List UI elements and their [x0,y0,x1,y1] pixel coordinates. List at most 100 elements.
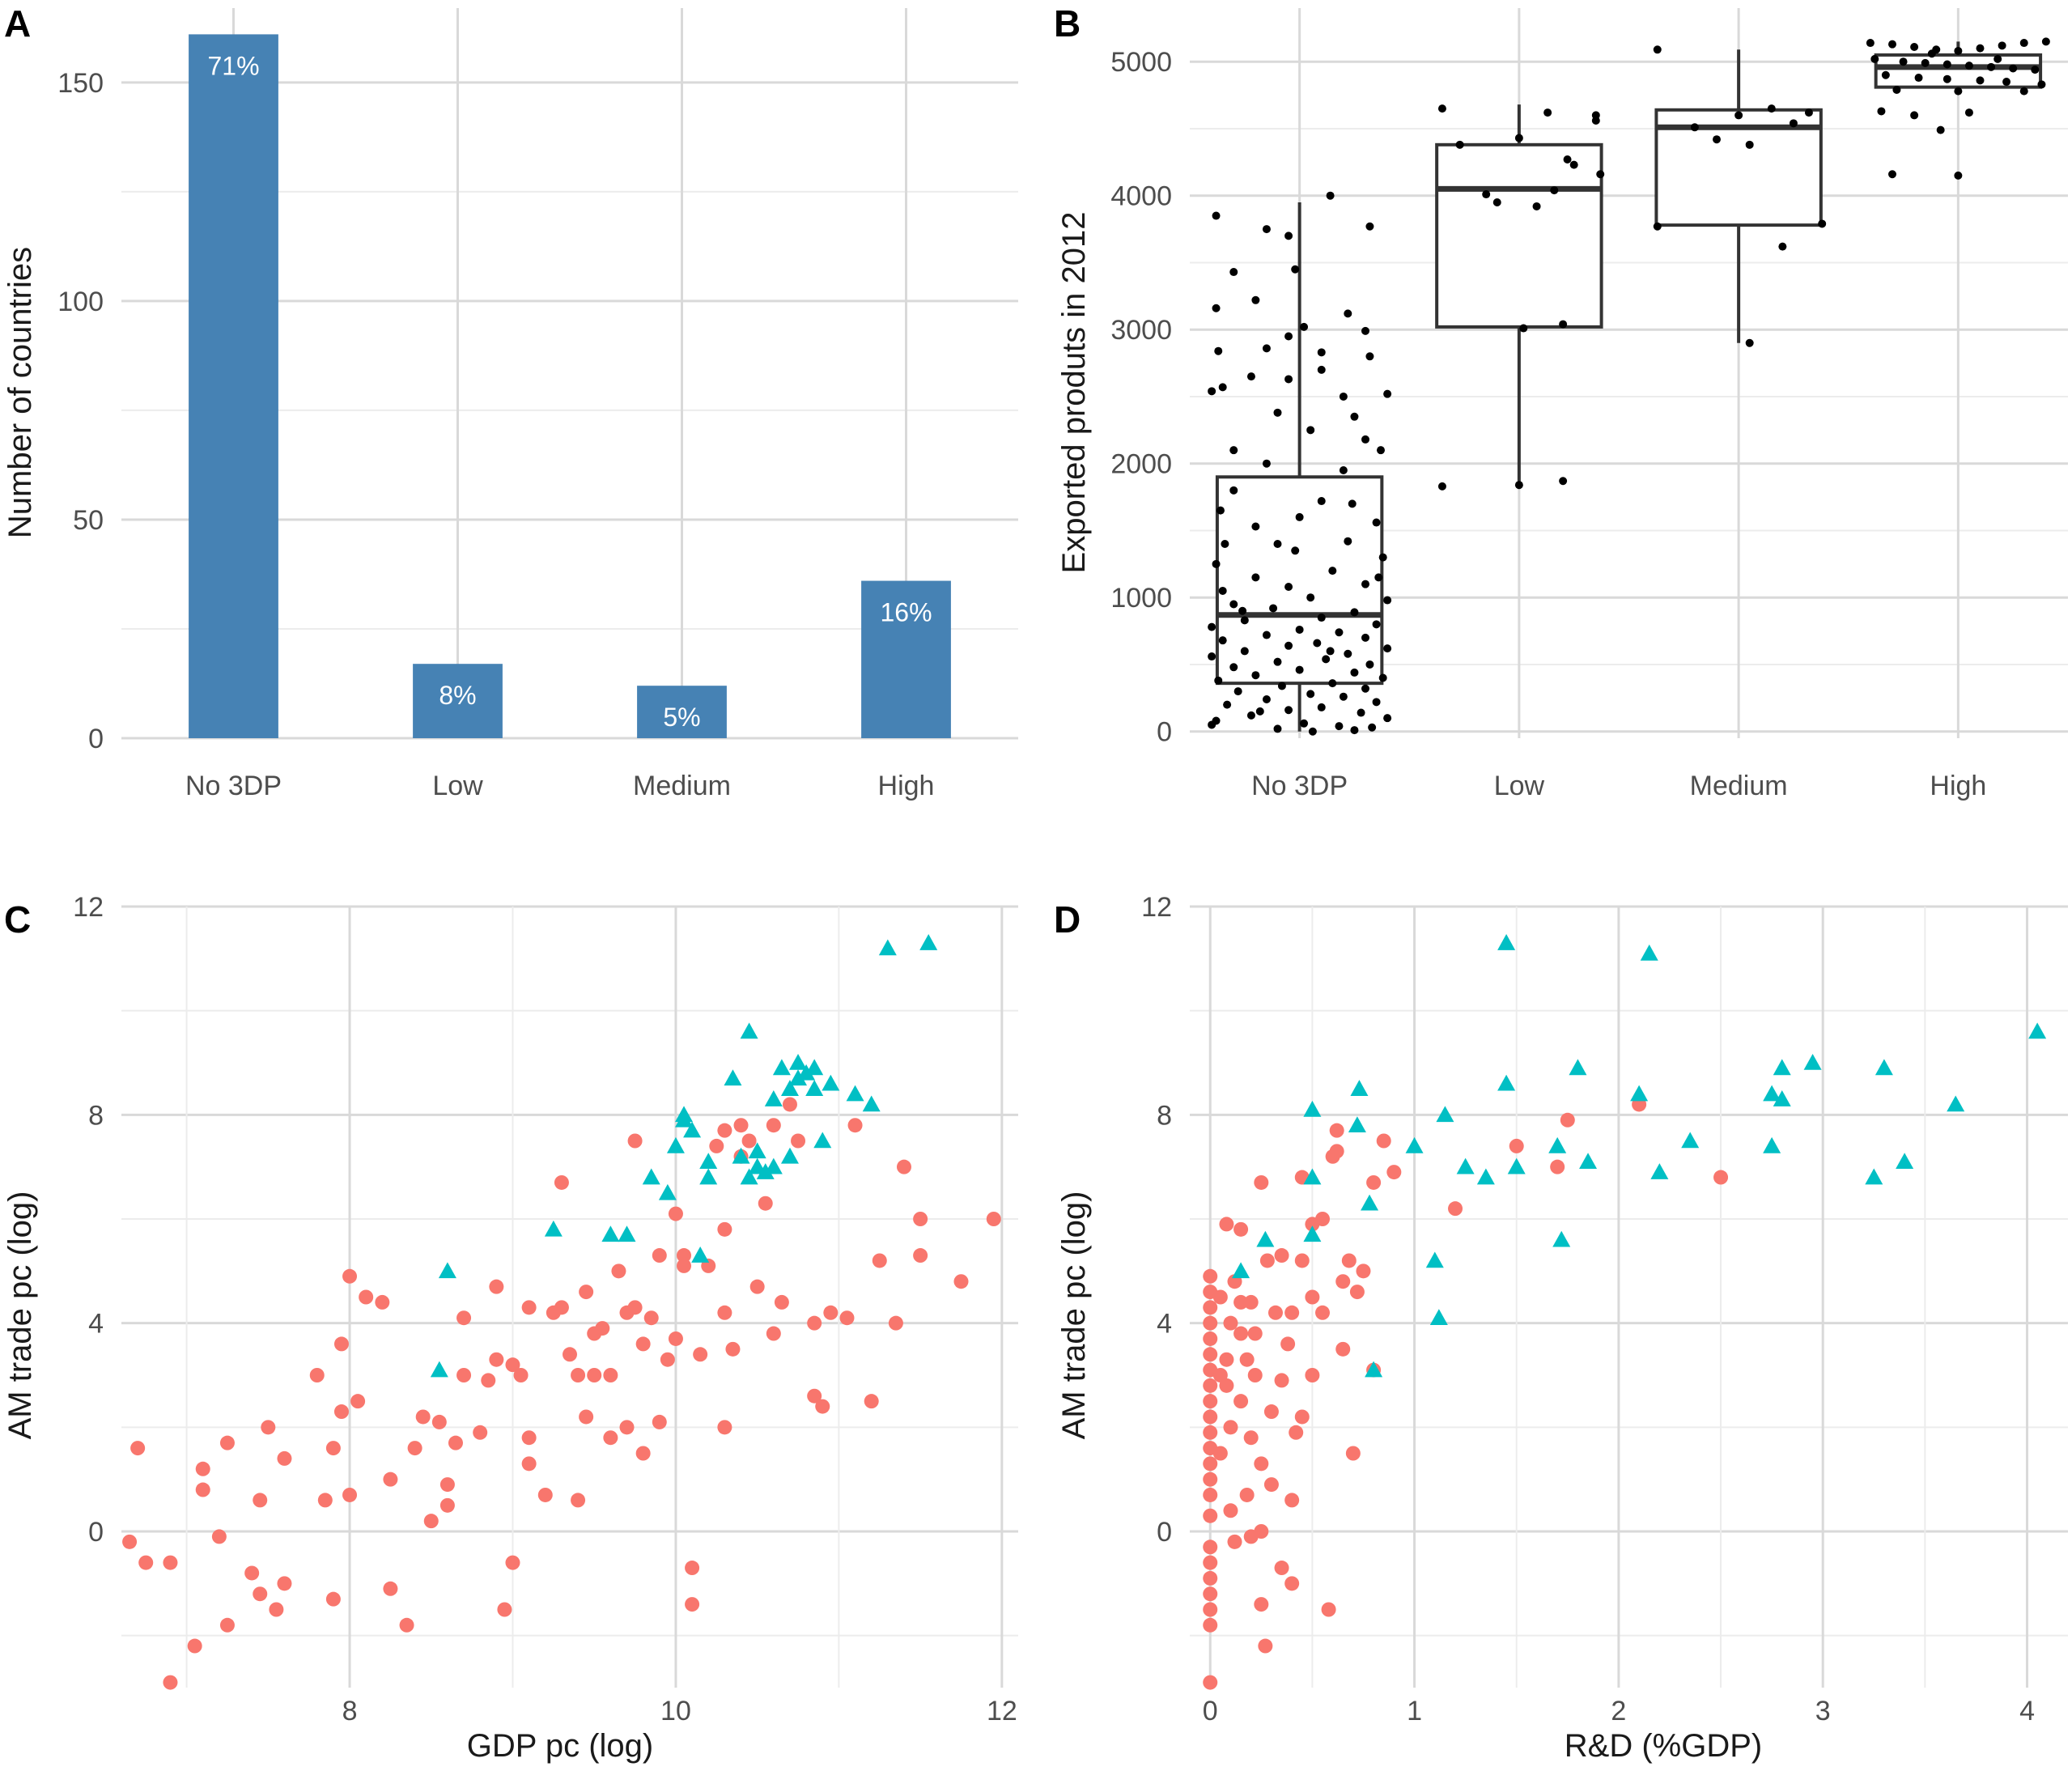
scatter-point-circle [888,1315,903,1331]
scatter-point-circle [1203,1425,1218,1440]
jitter-point [1993,54,2002,63]
scatter-point-circle [1274,1561,1289,1576]
scatter-point-circle [1203,1508,1218,1523]
scatter-point-circle [807,1315,822,1331]
y-tick-label: 12 [73,892,104,923]
scatter-point-triangle [544,1220,563,1237]
x-tick-label: 2 [1611,1696,1626,1726]
jitter-point [2041,37,2050,46]
scatter-point-circle [1203,1487,1218,1502]
panel-b-tick-labels: 0 1000 2000 3000 4000 5000 No 3DP Low Medium High [1110,47,1986,801]
jitter-point [1365,352,1374,361]
scatter-point-circle [1274,1248,1289,1263]
jitter-point [1251,671,1260,680]
scatter-point-circle [652,1414,667,1429]
scatter-point-triangle [1303,1225,1322,1242]
scatter-point-circle [195,1461,210,1476]
y-tick-label: 4 [1157,1309,1172,1340]
scatter-point-circle [1289,1425,1304,1440]
panel-b-y-axis-title: Exported produts in 2012 [1056,212,1092,574]
scatter-point-circle [244,1565,260,1581]
scatter-point-triangle [2028,1022,2047,1039]
scatter-point-triangle [683,1121,702,1138]
scatter-point-circle [277,1450,292,1466]
scatter-point-circle [1376,1133,1391,1149]
jitter-point [1804,108,1813,117]
scatter-point-circle [1203,1602,1218,1617]
y-tick-label: 4 [88,1309,104,1340]
x-tick-label: 12 [987,1696,1017,1726]
scatter-point-circle [595,1321,610,1336]
panel-b-tag: B [1054,2,1081,45]
scatter-point-circle [1233,1326,1249,1341]
scatter-point-circle [383,1581,398,1596]
scatter-point-circle [563,1347,577,1362]
scatter-point-circle [521,1300,537,1315]
jitter-point [1976,76,1985,85]
scatter-point-triangle [1232,1262,1250,1279]
scatter-point-triangle [846,1085,864,1102]
scatter-point-circle [1247,1368,1263,1382]
scatter-point-circle [1284,1576,1300,1591]
scatter-point-triangle [1361,1194,1379,1211]
jitter-point [1374,573,1383,582]
scatter-point-triangle [813,1132,832,1149]
scatter-point-circle [1254,1456,1269,1472]
jitter-point [1284,641,1293,650]
jitter-point [1308,727,1317,736]
jitter-point [1372,518,1381,527]
scatter-point-circle [1274,1373,1289,1388]
x-tick-label: 8 [342,1696,358,1726]
x-tick-label: 3 [1815,1696,1831,1726]
scatter-point-circle [1203,1586,1218,1602]
jitter-point [1976,44,1985,53]
scatter-point-triangle [797,1064,816,1081]
scatter-point-circle [741,1133,757,1149]
scatter-point-circle [1219,1378,1234,1393]
scatter-point-circle [652,1248,667,1263]
bar-medium [637,686,727,738]
scatter-point-circle [489,1352,504,1367]
scatter-point-triangle [1803,1054,1822,1070]
scatter-point-circle [1349,1285,1365,1300]
y-tick-label: 0 [1157,717,1172,748]
scatter-point-triangle [1350,1080,1369,1096]
scatter-point-circle [333,1336,349,1352]
jitter-point [1306,426,1315,435]
jitter-point [1295,625,1304,634]
jitter-point [1284,375,1293,384]
jitter-point [1238,606,1247,615]
jitter-point [1317,348,1326,357]
scatter-point-circle [187,1638,202,1654]
scatter-point-circle [359,1289,374,1305]
jitter-point [1344,309,1352,318]
scatter-point-circle [1239,1352,1255,1367]
scatter-point-circle [1259,1253,1275,1268]
jitter-point [1596,170,1605,179]
scatter-point-triangle [1429,1309,1448,1326]
scatter-point-circle [758,1196,773,1211]
scatter-point-triangle [732,1147,750,1164]
scatter-point-circle [1329,1144,1344,1159]
scatter-point-circle [1335,1274,1351,1289]
panel-c-y-axis-title: AM trade pc (log) [2,1191,38,1440]
scatter-point-circle [407,1441,422,1456]
jitter-point [1221,540,1229,549]
scatter-point-triangle [780,1080,799,1096]
x-tick-label: No 3DP [1251,771,1348,801]
scatter-point-triangle [756,1163,775,1179]
jitter-point [1789,119,1798,128]
jitter-point [1881,70,1890,79]
box-iqr [1435,142,1603,329]
scatter-point-circle [766,1326,781,1341]
jitter-point [1262,225,1271,234]
scatter-point-triangle [691,1246,710,1263]
jitter-point [1437,104,1446,113]
scatter-point-circle [1203,1409,1218,1425]
scatter-point-circle [749,1279,765,1294]
jitter-point [1212,211,1221,220]
jitter-point [1942,74,1951,83]
scatter-point-triangle [919,934,938,950]
scatter-point-circle [1713,1170,1729,1185]
scatter-point-circle [277,1576,292,1591]
